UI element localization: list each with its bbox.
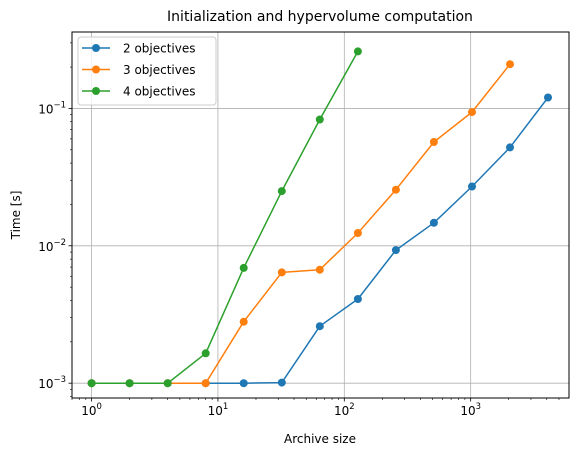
data-point xyxy=(315,115,324,124)
data-point xyxy=(506,60,514,69)
legend-marker xyxy=(92,87,100,95)
legend-box xyxy=(77,36,217,106)
plot-area-frame xyxy=(71,31,570,399)
data-point xyxy=(277,187,286,196)
data-point xyxy=(353,47,362,56)
x-tick-label: 101 xyxy=(208,402,229,418)
y-tick-label: 10−3 xyxy=(38,375,66,391)
data-point xyxy=(239,379,248,388)
series-line xyxy=(91,51,359,384)
data-point xyxy=(125,379,134,388)
data-point xyxy=(544,93,552,102)
data-point xyxy=(468,182,476,191)
data-point xyxy=(315,322,324,331)
plot-lines xyxy=(87,47,552,388)
data-point xyxy=(315,265,324,274)
legend-marker xyxy=(92,44,100,52)
data-point xyxy=(506,143,514,152)
data-point xyxy=(391,185,400,194)
data-point xyxy=(201,349,210,358)
data-point xyxy=(468,108,476,117)
data-point xyxy=(239,317,248,326)
y-axis-label: Time [s] xyxy=(9,191,23,241)
legend-label: 2 objectives xyxy=(123,42,196,56)
x-tick-label: 100 xyxy=(81,402,102,418)
x-axis-label: Archive size xyxy=(284,432,356,446)
y-tick-label: 10−2 xyxy=(38,238,66,254)
data-point xyxy=(239,263,248,272)
x-tick-label: 102 xyxy=(334,402,355,418)
legend-label: 4 objectives xyxy=(123,85,196,99)
x-tick-label: 103 xyxy=(460,402,481,418)
data-point xyxy=(87,379,96,388)
series-4-objectives xyxy=(87,47,362,388)
data-point xyxy=(277,268,286,277)
data-point xyxy=(429,138,438,146)
y-tick-label: 10−1 xyxy=(38,100,66,116)
data-point xyxy=(353,229,362,237)
axis-ticks: 100 101 102 103 10−3 10−2 10−1 xyxy=(38,42,560,418)
legend-label: 3 objectives xyxy=(123,63,196,77)
legend-marker xyxy=(92,65,100,74)
data-point xyxy=(163,379,172,388)
chart-title: Initialization and hypervolume computati… xyxy=(167,9,473,25)
data-point xyxy=(201,379,210,388)
data-point xyxy=(391,246,400,255)
data-point xyxy=(277,378,286,387)
data-point xyxy=(353,295,362,303)
legend: 2 objectives 3 objectives 4 objectives xyxy=(77,36,217,106)
data-point xyxy=(429,218,438,227)
